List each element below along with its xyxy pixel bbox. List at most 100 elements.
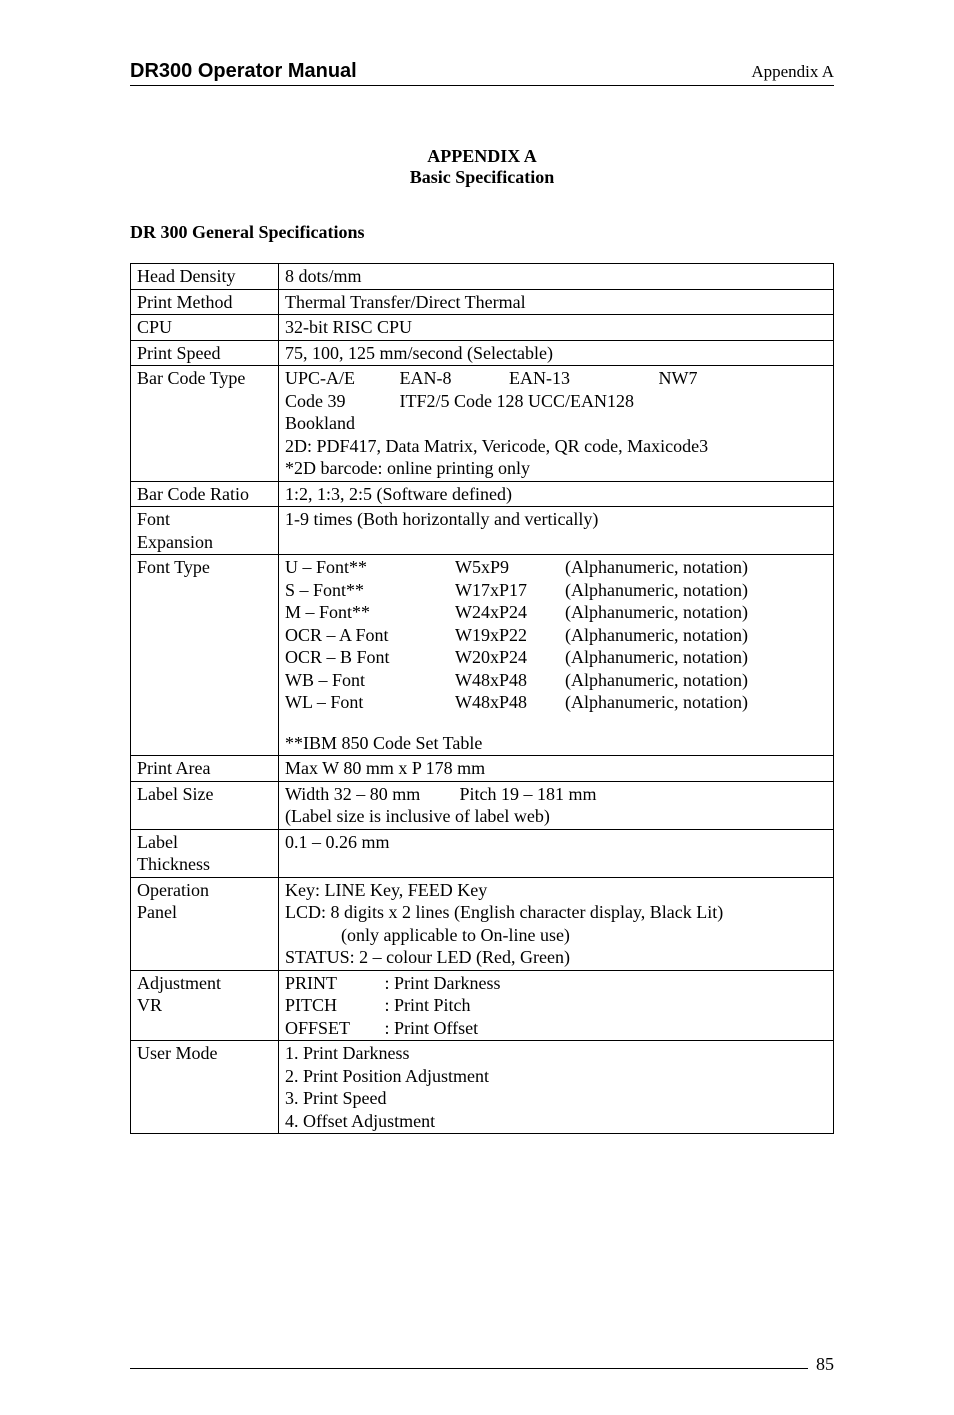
- label-line: Label: [137, 832, 178, 852]
- row-operation-panel: Operation Panel Key: LINE Key, FEED Key …: [131, 877, 834, 970]
- font-note: (Alphanumeric, notation): [565, 691, 748, 714]
- row-barcode-ratio: Bar Code Ratio 1:2, 1:3, 2:5 (Software d…: [131, 481, 834, 507]
- op-line: Key: LINE Key, FEED Key: [285, 879, 827, 902]
- title-block: APPENDIX A Basic Specification: [130, 146, 834, 188]
- font-line: OCR – B Font W20xP24 (Alphanumeric, nota…: [285, 646, 827, 669]
- label-size-note: (Label size is inclusive of label web): [285, 805, 827, 828]
- row-font-expansion: Font Expansion 1-9 times (Both horizonta…: [131, 507, 834, 555]
- row-label-size: Label Size Width 32 – 80 mm Pitch 19 – 1…: [131, 781, 834, 829]
- cell-label: Label Size: [131, 781, 279, 829]
- adj-val: : Print Offset: [385, 1018, 479, 1038]
- cell-label: Head Density: [131, 264, 279, 290]
- font-note: (Alphanumeric, notation): [565, 646, 748, 669]
- cell-value: Key: LINE Key, FEED Key LCD: 8 digits x …: [279, 877, 834, 970]
- font-line: U – Font** W5xP9 (Alphanumeric, notation…: [285, 556, 827, 579]
- adj-key: PITCH: [285, 994, 380, 1017]
- cell-label: Bar Code Type: [131, 366, 279, 482]
- font-size: W48xP48: [455, 691, 565, 714]
- cell-value: 8 dots/mm: [279, 264, 834, 290]
- spacer: [285, 714, 827, 732]
- row-label-thickness: Label Thickness 0.1 – 0.26 mm: [131, 829, 834, 877]
- font-line: S – Font** W17xP17 (Alphanumeric, notati…: [285, 579, 827, 602]
- barcode-line4: 2D: PDF417, Data Matrix, Vericode, QR co…: [285, 435, 827, 458]
- cell-label: CPU: [131, 315, 279, 341]
- adj-val: : Print Darkness: [385, 973, 501, 993]
- ls-pitch: Pitch 19 – 181 mm: [460, 784, 597, 804]
- cell-value: U – Font** W5xP9 (Alphanumeric, notation…: [279, 555, 834, 756]
- barcode-line1: UPC-A/E EAN-8 EAN-13 NW7: [285, 367, 827, 390]
- row-barcode-type: Bar Code Type UPC-A/E EAN-8 EAN-13 NW7 C…: [131, 366, 834, 482]
- font-note: (Alphanumeric, notation): [565, 669, 748, 692]
- um-line: 1. Print Darkness: [285, 1042, 827, 1065]
- cell-label: Print Area: [131, 756, 279, 782]
- cell-label: Bar Code Ratio: [131, 481, 279, 507]
- row-adjustment-vr: Adjustment VR PRINT : Print Darkness PIT…: [131, 970, 834, 1041]
- cell-value: PRINT : Print Darkness PITCH : Print Pit…: [279, 970, 834, 1041]
- row-head-density: Head Density 8 dots/mm: [131, 264, 834, 290]
- page-footer: 85: [130, 1354, 834, 1375]
- bc: ITF2/5 Code 128 UCC/EAN128: [400, 391, 635, 411]
- font-line: WB – Font W48xP48 (Alphanumeric, notatio…: [285, 669, 827, 692]
- cell-label: Print Method: [131, 289, 279, 315]
- cell-label: Font Expansion: [131, 507, 279, 555]
- row-print-method: Print Method Thermal Transfer/Direct The…: [131, 289, 834, 315]
- page-header: DR300 Operator Manual Appendix A: [130, 60, 834, 86]
- font-size: W24xP24: [455, 601, 565, 624]
- font-name: M – Font**: [285, 601, 455, 624]
- label-line: Adjustment: [137, 973, 221, 993]
- ls-width: Width 32 – 80 mm: [285, 783, 455, 806]
- font-note: (Alphanumeric, notation): [565, 556, 748, 579]
- font-line: OCR – A Font W19xP22 (Alphanumeric, nota…: [285, 624, 827, 647]
- cell-label: Label Thickness: [131, 829, 279, 877]
- font-name: U – Font**: [285, 556, 455, 579]
- bc: NW7: [659, 368, 698, 388]
- um-line: 4. Offset Adjustment: [285, 1110, 827, 1133]
- font-size: W20xP24: [455, 646, 565, 669]
- label-line: Panel: [137, 902, 177, 922]
- cell-value: UPC-A/E EAN-8 EAN-13 NW7 Code 39 ITF2/5 …: [279, 366, 834, 482]
- label-line: Operation: [137, 880, 209, 900]
- barcode-line2: Code 39 ITF2/5 Code 128 UCC/EAN128: [285, 390, 827, 413]
- op-line: LCD: 8 digits x 2 lines (English charact…: [285, 901, 827, 924]
- label-size-line1: Width 32 – 80 mm Pitch 19 – 181 mm: [285, 783, 827, 806]
- cell-value: 1. Print Darkness 2. Print Position Adju…: [279, 1041, 834, 1134]
- font-note: (Alphanumeric, notation): [565, 624, 748, 647]
- bc: EAN-8: [400, 367, 505, 390]
- cell-value: 32-bit RISC CPU: [279, 315, 834, 341]
- cell-value: Thermal Transfer/Direct Thermal: [279, 289, 834, 315]
- font-name: WB – Font: [285, 669, 455, 692]
- cell-value: Max W 80 mm x P 178 mm: [279, 756, 834, 782]
- font-footnote: **IBM 850 Code Set Table: [285, 732, 827, 755]
- adj-line: PRINT : Print Darkness: [285, 972, 827, 995]
- cell-label: Font Type: [131, 555, 279, 756]
- row-cpu: CPU 32-bit RISC CPU: [131, 315, 834, 341]
- cell-label: Adjustment VR: [131, 970, 279, 1041]
- manual-title: DR300 Operator Manual: [130, 60, 357, 83]
- spec-table: Head Density 8 dots/mm Print Method Ther…: [130, 263, 834, 1134]
- cell-value: 1-9 times (Both horizontally and vertica…: [279, 507, 834, 555]
- label-line: Font: [137, 509, 170, 529]
- adj-line: OFFSET : Print Offset: [285, 1017, 827, 1040]
- cell-label: Print Speed: [131, 340, 279, 366]
- adj-line: PITCH : Print Pitch: [285, 994, 827, 1017]
- label-line: VR: [137, 995, 162, 1015]
- font-name: OCR – A Font: [285, 624, 455, 647]
- cell-value: 1:2, 1:3, 2:5 (Software defined): [279, 481, 834, 507]
- page: DR300 Operator Manual Appendix A APPENDI…: [0, 0, 954, 1415]
- um-line: 2. Print Position Adjustment: [285, 1065, 827, 1088]
- bc: Code 39: [285, 390, 395, 413]
- font-note: (Alphanumeric, notation): [565, 579, 748, 602]
- barcode-line5: *2D barcode: online printing only: [285, 457, 827, 480]
- section-heading: DR 300 General Specifications: [130, 222, 834, 243]
- um-line: 3. Print Speed: [285, 1087, 827, 1110]
- font-size: W17xP17: [455, 579, 565, 602]
- op-line: STATUS: 2 – colour LED (Red, Green): [285, 946, 827, 969]
- font-name: S – Font**: [285, 579, 455, 602]
- page-number: 85: [816, 1354, 834, 1375]
- cell-value: 0.1 – 0.26 mm: [279, 829, 834, 877]
- label-line: Thickness: [137, 854, 210, 874]
- footer-rule: [130, 1368, 808, 1369]
- font-name: OCR – B Font: [285, 646, 455, 669]
- font-size: W19xP22: [455, 624, 565, 647]
- appendix-label: Appendix A: [751, 62, 834, 82]
